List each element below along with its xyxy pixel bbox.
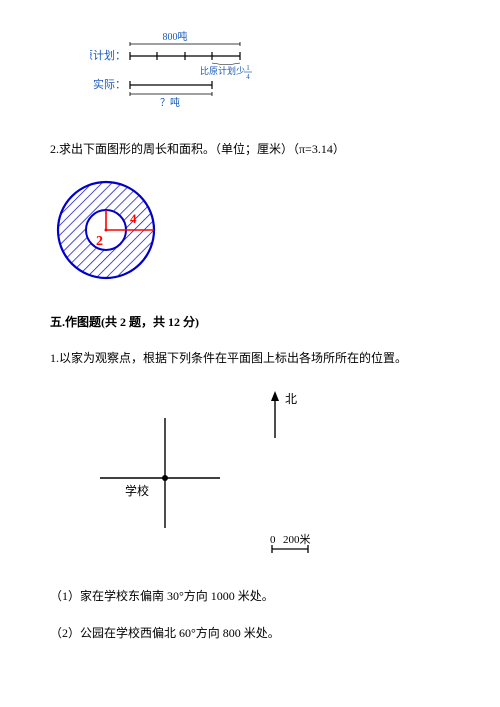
sub-question-2: （2）公园在学校西偏北 60°方向 800 米处。 bbox=[50, 624, 450, 641]
annulus-diagram: 2 4 bbox=[50, 175, 450, 289]
svg-text:1: 1 bbox=[246, 64, 250, 72]
bar-comparison-diagram: 800吨 原计划： 比原计划少 1 4 实际： bbox=[90, 30, 450, 114]
coordinate-diagram: 北 学校 0 200米 bbox=[80, 383, 450, 567]
svg-text:北: 北 bbox=[285, 392, 297, 406]
svg-text:4: 4 bbox=[130, 211, 137, 226]
svg-text:？吨: ？吨 bbox=[160, 96, 180, 109]
svg-text:2: 2 bbox=[96, 234, 103, 249]
sub-question-1: （1）家在学校东偏南 30°方向 1000 米处。 bbox=[50, 587, 450, 604]
question-2-text: 2.求出下面图形的周长和面积。（单位；厘米）（π=3.14） bbox=[50, 139, 450, 161]
svg-text:比原计划少: 比原计划少 bbox=[200, 65, 245, 76]
svg-text:学校: 学校 bbox=[125, 483, 149, 498]
svg-text:实际：: 实际： bbox=[93, 77, 126, 91]
section-5-q1: 1.以家为观察点，根据下列条件在平面图上标出各场所所在的位置。 bbox=[50, 348, 450, 370]
svg-text:800吨: 800吨 bbox=[163, 30, 188, 43]
svg-text:0: 0 bbox=[270, 534, 276, 546]
svg-text:原计划：: 原计划： bbox=[90, 49, 126, 62]
svg-text:4: 4 bbox=[246, 73, 250, 81]
svg-text:200米: 200米 bbox=[283, 533, 311, 546]
section-5-title: 五.作图题(共 2 题，共 12 分) bbox=[50, 313, 450, 330]
